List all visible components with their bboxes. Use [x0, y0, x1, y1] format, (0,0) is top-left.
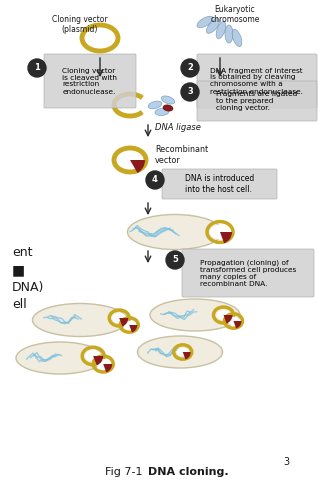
Ellipse shape: [225, 25, 233, 43]
Text: ent: ent: [12, 246, 32, 258]
Text: 4: 4: [152, 176, 158, 184]
Text: ell: ell: [12, 298, 27, 312]
Ellipse shape: [32, 304, 128, 336]
Ellipse shape: [161, 96, 175, 104]
FancyBboxPatch shape: [197, 81, 317, 121]
Ellipse shape: [197, 16, 213, 28]
Ellipse shape: [150, 299, 240, 331]
Wedge shape: [93, 356, 103, 366]
Text: 1: 1: [34, 64, 40, 72]
Ellipse shape: [85, 350, 101, 362]
Circle shape: [28, 59, 46, 77]
Ellipse shape: [86, 29, 114, 47]
Ellipse shape: [206, 18, 219, 34]
Wedge shape: [129, 325, 137, 332]
Circle shape: [146, 171, 164, 189]
Text: DNA): DNA): [12, 280, 45, 293]
Text: Propagation (cloning) of
transformed cell produces
many copies of
recombinant DN: Propagation (cloning) of transformed cel…: [200, 259, 296, 287]
Ellipse shape: [137, 336, 223, 368]
FancyBboxPatch shape: [182, 249, 314, 297]
Text: 2: 2: [187, 64, 193, 72]
Wedge shape: [233, 321, 241, 328]
Ellipse shape: [148, 101, 162, 109]
FancyBboxPatch shape: [44, 54, 136, 108]
Text: DNA cloning.: DNA cloning.: [148, 467, 229, 477]
Text: Fig 7-1: Fig 7-1: [105, 467, 149, 477]
Text: Recombinant
vector: Recombinant vector: [155, 146, 208, 165]
Wedge shape: [224, 315, 232, 324]
Ellipse shape: [112, 313, 126, 323]
Text: Cloning vector
is cleaved with
restriction
endonuclease.: Cloning vector is cleaved with restricti…: [63, 68, 117, 94]
Ellipse shape: [177, 348, 189, 356]
Ellipse shape: [155, 108, 169, 116]
Ellipse shape: [217, 310, 231, 320]
Wedge shape: [119, 318, 128, 326]
Text: Fragments are ligated
to the prepared
cloning vector.: Fragments are ligated to the prepared cl…: [216, 91, 298, 111]
Wedge shape: [183, 352, 191, 360]
Text: DNA ligase: DNA ligase: [155, 124, 201, 132]
Ellipse shape: [16, 342, 104, 374]
Ellipse shape: [227, 317, 239, 325]
Ellipse shape: [118, 152, 142, 168]
Ellipse shape: [128, 214, 223, 250]
Wedge shape: [220, 232, 232, 243]
Text: Eukaryotic
chromosome: Eukaryotic chromosome: [210, 5, 260, 24]
Text: Cloning vector
(plasmid): Cloning vector (plasmid): [52, 15, 108, 34]
FancyBboxPatch shape: [197, 54, 317, 108]
Ellipse shape: [123, 321, 135, 329]
Text: 3: 3: [187, 88, 193, 96]
Text: 3: 3: [283, 457, 289, 467]
Wedge shape: [130, 160, 145, 173]
Ellipse shape: [216, 22, 226, 38]
Circle shape: [166, 251, 184, 269]
Ellipse shape: [232, 30, 242, 46]
Text: ■: ■: [12, 263, 25, 277]
Text: 5: 5: [172, 256, 178, 264]
Text: DNA is introduced
into the host cell.: DNA is introduced into the host cell.: [185, 174, 254, 194]
Text: DNA fragment of interest
is obtained by cleaving
chromosome with a
restriction e: DNA fragment of interest is obtained by …: [211, 68, 303, 94]
Ellipse shape: [163, 105, 173, 111]
Wedge shape: [103, 364, 112, 372]
Circle shape: [181, 83, 199, 101]
Circle shape: [181, 59, 199, 77]
FancyBboxPatch shape: [162, 169, 277, 199]
Ellipse shape: [210, 224, 230, 240]
Ellipse shape: [96, 359, 110, 369]
